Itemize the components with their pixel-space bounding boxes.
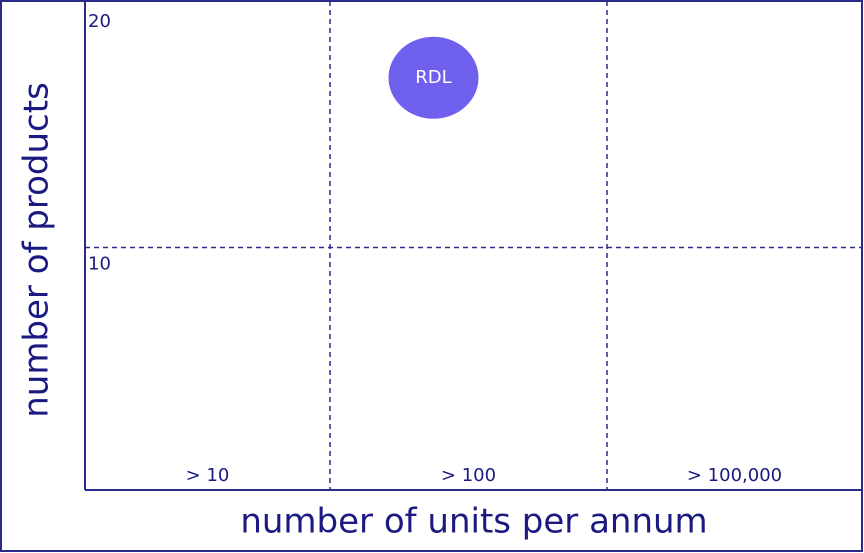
x-axis-label: number of units per annum [240, 502, 707, 542]
x-tick-label: > 100 [441, 465, 496, 486]
bubble-label: RDL [415, 67, 451, 88]
y-axis-label: number of products [17, 82, 57, 418]
y-tick-label: 10 [88, 254, 111, 275]
y-tick-label: 20 [88, 11, 111, 32]
x-tick-label: > 10 [186, 465, 230, 486]
x-tick-label: > 100,000 [687, 465, 782, 486]
bubble [388, 36, 479, 119]
